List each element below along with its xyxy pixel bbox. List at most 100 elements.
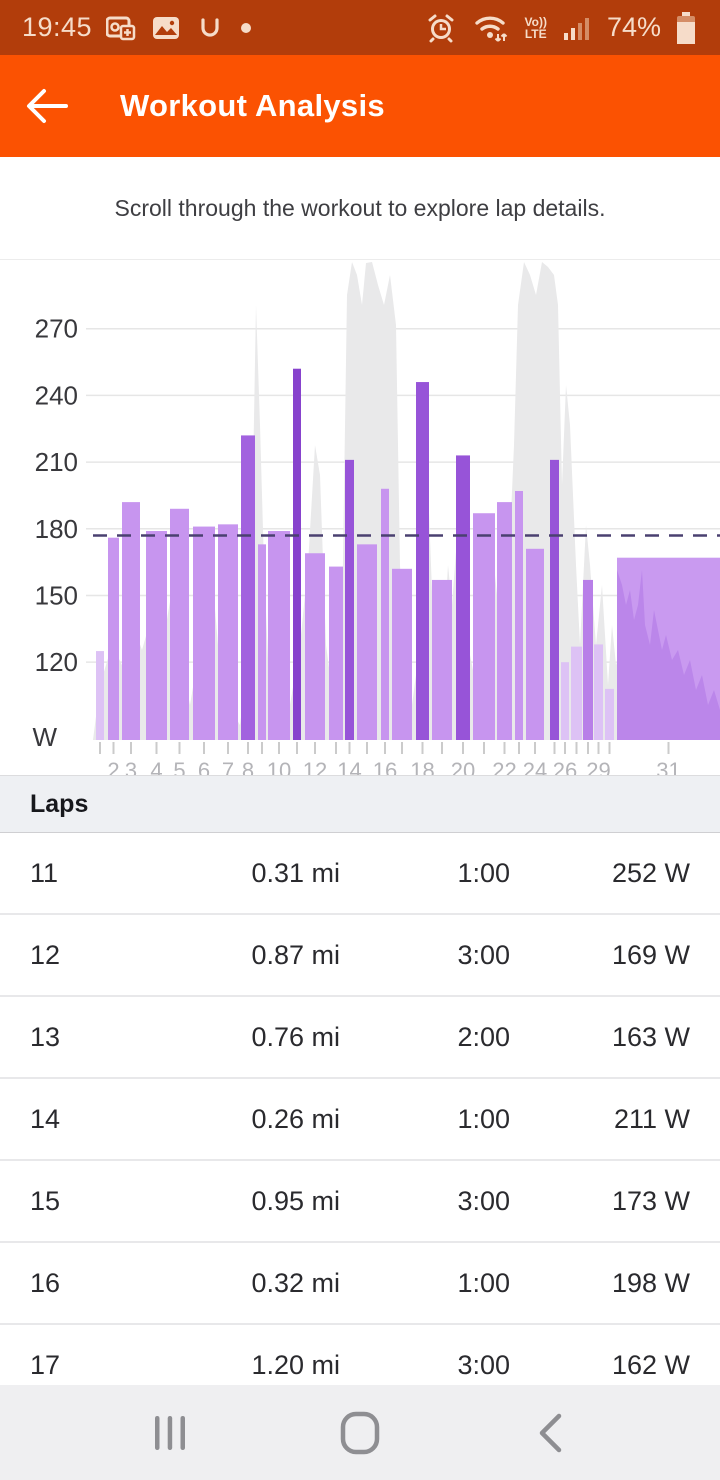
lap-lap-cell: 16 xyxy=(30,1267,61,1298)
lap-bar-29[interactable] xyxy=(594,644,603,740)
lap-time-cell: 3:00 xyxy=(457,1185,510,1216)
y-axis-label: 150 xyxy=(35,580,78,610)
lap-time-cell: 3:00 xyxy=(457,939,510,970)
lap-power-cell: 169 W xyxy=(611,939,690,970)
x-axis-label: 18 xyxy=(410,758,434,775)
table-row-lap-12[interactable]: 12 0.87 mi 3:00 169 W xyxy=(0,915,720,997)
lap-bar-9[interactable] xyxy=(258,544,266,740)
battery-icon xyxy=(674,9,698,47)
lap-lap-cell: 12 xyxy=(30,939,61,970)
lap-power-cell: 173 W xyxy=(611,1185,690,1216)
battery-percent: 74% xyxy=(606,12,661,42)
lap-lap-cell: 15 xyxy=(30,1185,61,1216)
lap-lap-cell: 13 xyxy=(30,1021,61,1052)
laps-table[interactable]: 11 0.31 mi 1:00 252 W 12 0.87 mi 3:00 169 W 13 0.… xyxy=(0,833,720,1407)
lap-bar-22[interactable] xyxy=(497,502,512,740)
lap-power-cell: 162 W xyxy=(611,1349,690,1380)
lap-bar-27[interactable] xyxy=(571,646,582,740)
lap-bar-19[interactable] xyxy=(432,579,452,740)
lap-bar-21[interactable] xyxy=(473,513,495,740)
lap-bar-28[interactable] xyxy=(583,579,593,740)
recent-apps-button[interactable] xyxy=(140,1403,200,1463)
status-bar-left: 19:45 xyxy=(22,12,254,44)
x-axis-label: 14 xyxy=(337,758,361,775)
lap-time-cell: 1:00 xyxy=(457,857,510,888)
lap-bar-11[interactable] xyxy=(293,368,301,740)
lap-bar-18[interactable] xyxy=(416,382,429,740)
lap-distance-cell: 0.31 mi xyxy=(251,857,340,888)
lap-time-cell: 1:00 xyxy=(457,1267,510,1298)
gallery-icon xyxy=(150,12,182,44)
laps-section-header: Laps xyxy=(0,775,720,833)
lap-distance-cell: 0.76 mi xyxy=(251,1021,340,1052)
x-axis-label: 20 xyxy=(451,758,475,775)
lap-bar-5[interactable] xyxy=(170,508,189,740)
alarm-icon xyxy=(423,10,459,46)
lap-bar-1[interactable] xyxy=(96,651,104,740)
lap-bar-20[interactable] xyxy=(456,455,470,740)
y-axis-label: 240 xyxy=(35,380,78,410)
lap-bar-26[interactable] xyxy=(561,662,569,740)
lap-bar-7[interactable] xyxy=(218,524,238,740)
x-axis-label: 3 xyxy=(125,758,137,775)
page-title: Workout Analysis xyxy=(120,88,385,123)
table-row-lap-13[interactable]: 13 0.76 mi 2:00 163 W xyxy=(0,997,720,1079)
app-header: Workout Analysis xyxy=(0,55,720,157)
lap-power-cell: 163 W xyxy=(611,1021,690,1052)
lap-bar-12[interactable] xyxy=(305,553,325,740)
subtitle-bar: Scroll through the workout to explore la… xyxy=(0,157,720,260)
volte-icon: Vo)) LTE xyxy=(524,14,547,41)
lap-bar-6[interactable] xyxy=(193,526,215,740)
lap-bar-25[interactable] xyxy=(550,459,559,740)
x-axis-label: 2 xyxy=(107,758,119,775)
x-axis-label: 12 xyxy=(303,758,327,775)
x-axis-label: 8 xyxy=(242,758,254,775)
subtitle-text: Scroll through the workout to explore la… xyxy=(114,194,606,221)
lap-bar-10[interactable] xyxy=(268,531,290,740)
chart-svg[interactable]: 120 150 180 210 240 270 W 2 3 4 5 6 7 8 10 12 14 16 18 20 22… xyxy=(0,260,720,775)
lap-bar-23[interactable] xyxy=(515,490,523,740)
back-nav-button[interactable] xyxy=(520,1403,580,1463)
x-axis-label: 24 xyxy=(523,758,547,775)
notification-dot-icon xyxy=(238,20,254,36)
lap-bar-2[interactable] xyxy=(108,537,119,740)
x-axis-label: 31 xyxy=(656,758,680,775)
x-axis-label: 4 xyxy=(150,758,162,775)
lap-bar-13[interactable] xyxy=(329,566,343,740)
lap-bar-16[interactable] xyxy=(381,488,389,740)
lap-bar-14[interactable] xyxy=(345,459,354,740)
home-button[interactable] xyxy=(330,1403,390,1463)
x-axis-label: 5 xyxy=(173,758,185,775)
table-row-lap-14[interactable]: 14 0.26 mi 1:00 211 W xyxy=(0,1079,720,1161)
lap-bar-24[interactable] xyxy=(526,548,544,740)
signal-icon xyxy=(560,11,594,45)
lap-bar-4[interactable] xyxy=(146,531,167,740)
x-axis-label: 29 xyxy=(586,758,610,775)
lap-bar-30[interactable] xyxy=(605,688,614,740)
lap-distance-cell: 0.95 mi xyxy=(251,1185,340,1216)
lap-bar-3[interactable] xyxy=(122,502,140,740)
lap-bar-17[interactable] xyxy=(392,568,412,740)
lap-power-cell: 198 W xyxy=(611,1267,690,1298)
table-row-lap-15[interactable]: 15 0.95 mi 3:00 173 W xyxy=(0,1161,720,1243)
lap-power-chart[interactable]: 120 150 180 210 240 270 W 2 3 4 5 6 7 8 10 12 14 16 18 20 22… xyxy=(0,260,720,775)
lap31-power-trace xyxy=(617,570,720,740)
lap-distance-cell: 1.20 mi xyxy=(251,1349,340,1380)
background-area-profile xyxy=(93,262,720,740)
lap-bar-8[interactable] xyxy=(241,435,255,740)
lap-bar-15[interactable] xyxy=(357,544,377,740)
lap-distance-cell: 0.26 mi xyxy=(251,1103,340,1134)
lap-power-cell: 252 W xyxy=(611,857,690,888)
y-axis-label: 120 xyxy=(35,647,78,677)
table-row-lap-11[interactable]: 11 0.31 mi 1:00 252 W xyxy=(0,833,720,915)
y-axis-label: 270 xyxy=(35,314,78,344)
arrow-left-icon xyxy=(27,89,68,123)
lap-time-cell: 1:00 xyxy=(457,1103,510,1134)
office-app-icon xyxy=(105,12,137,44)
status-bar: 19:45 Vo)) LTE xyxy=(0,0,720,55)
table-row-lap-16[interactable]: 16 0.32 mi 1:00 198 W xyxy=(0,1243,720,1325)
back-button[interactable] xyxy=(24,78,80,134)
back-icon xyxy=(539,1413,562,1452)
x-axis-label: 22 xyxy=(492,758,516,775)
